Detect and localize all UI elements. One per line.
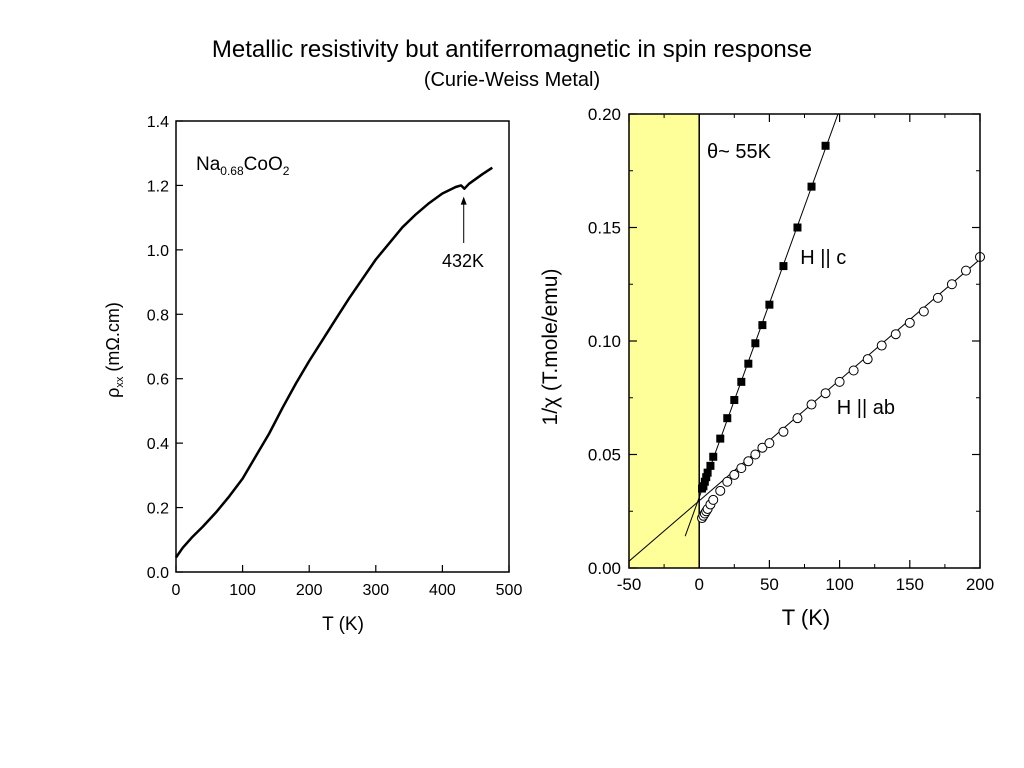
data-point-h-parallel-c [703,468,712,477]
data-point-h-parallel-c [737,377,746,386]
data-point-h-parallel-c [779,262,788,271]
left-x-tick-label: 500 [496,582,523,599]
right-y-axis-label: 1/χ (T.mole/emu) [539,269,562,426]
data-point-h-parallel-c [700,477,709,486]
resistivity-curve [174,166,493,559]
series-label-h-parallel-ab: H || ab [837,397,895,419]
right-x-tick-label: -50 [617,575,642,594]
right-x-tick-label: 0 [694,575,703,594]
data-point-h-parallel-ab [729,469,740,480]
left-x-tick-label: 100 [229,582,256,599]
data-point-h-parallel-ab [806,399,817,410]
data-point-h-parallel-c [744,359,753,368]
slide-subtitle: (Curie-Weiss Metal) [423,69,601,91]
data-point-h-parallel-ab [820,388,831,399]
theta-annotation: θ~ 55K [707,141,772,163]
data-point-h-parallel-c [716,434,725,443]
data-point-h-parallel-ab [890,329,901,340]
data-point-h-parallel-c [709,452,718,461]
data-point-h-parallel-c [699,482,708,491]
left-y-tick-label: 1.0 [147,243,169,260]
left-y-axis-label: ρxx (mΩ.cm) [103,302,126,398]
left-y-tick-label: 0.6 [147,372,169,389]
right-y-tick-label: 0.05 [588,446,621,465]
left-y-tick-label: 1.2 [147,178,169,195]
left-plot-frame [175,120,510,573]
left-x-tick-label: 200 [296,582,323,599]
shaded-region [629,114,700,568]
data-point-h-parallel-ab [722,476,733,487]
data-point-h-parallel-ab [743,456,754,467]
left-annotation-432k: 432K [442,251,484,271]
right-x-axis-label: T (K) [782,605,830,630]
data-point-h-parallel-ab [862,354,873,365]
left-x-axis-label: T (K) [322,614,364,635]
data-point-h-parallel-c [751,339,760,348]
data-point-h-parallel-ab [708,494,719,505]
left-y-tick-label: 0.0 [147,565,169,582]
data-point-h-parallel-c [821,141,830,150]
data-point-h-parallel-ab [757,442,768,453]
data-point-h-parallel-c [758,321,767,330]
data-point-h-parallel-ab [876,340,887,351]
data-point-h-parallel-c [807,182,816,191]
left-y-tick-label: 0.2 [147,501,169,518]
left-x-tick-label: 400 [429,582,456,599]
data-point-h-parallel-c [702,473,711,482]
right-x-tick-label: 50 [760,575,779,594]
annotation-arrow-head [460,196,467,205]
data-point-h-parallel-ab [715,485,726,496]
data-point-h-parallel-ab [932,292,943,303]
data-point-h-parallel-ab [918,306,929,317]
data-point-h-parallel-ab [834,376,845,387]
data-point-h-parallel-c [723,414,732,423]
data-point-h-parallel-c [765,300,774,309]
data-point-h-parallel-ab [848,365,859,376]
data-point-h-parallel-ab [792,413,803,424]
right-y-tick-label: 0.15 [588,219,621,238]
slide-title: Metallic resistivity but antiferromagnet… [211,36,813,63]
left-y-tick-label: 0.4 [147,436,169,453]
right-y-tick-label: 0.20 [588,105,621,124]
left-x-tick-label: 300 [362,582,389,599]
right-y-tick-label: 0.10 [588,332,621,351]
data-point-h-parallel-ab [960,265,971,276]
data-point-h-parallel-c [706,461,715,470]
right-y-tick-label: 0.00 [588,559,621,578]
series-label-h-parallel-c: H || c [800,247,846,269]
data-point-h-parallel-ab [778,426,789,437]
left-y-tick-label: 0.8 [147,307,169,324]
right-x-tick-label: 150 [896,575,924,594]
data-point-h-parallel-ab [736,463,747,474]
data-point-h-parallel-ab [946,279,957,290]
left-x-tick-label: 0 [172,582,181,599]
data-point-h-parallel-ab [904,317,915,328]
right-x-tick-label: 200 [966,575,994,594]
right-x-tick-label: 100 [825,575,853,594]
left-y-tick-label: 1.4 [147,114,169,131]
data-point-h-parallel-c [793,223,802,232]
compound-label: Na0.68CoO2 [196,154,290,178]
data-point-h-parallel-ab [764,438,775,449]
data-point-h-parallel-c [730,396,739,405]
data-point-h-parallel-ab [750,449,761,460]
